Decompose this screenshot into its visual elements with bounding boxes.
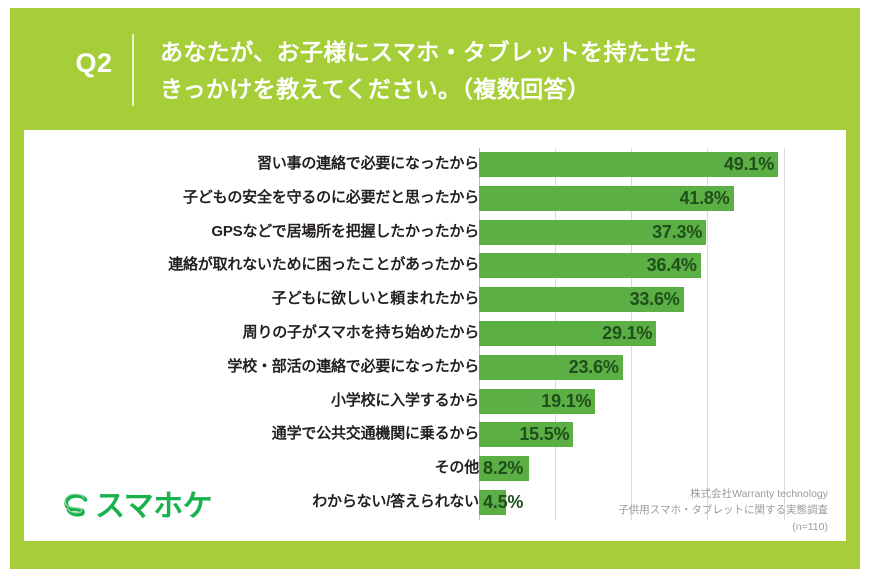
page-title: あなたが、お子様にスマホ・タブレットを持たせた きっかけを教えてください。（複数… <box>160 34 820 109</box>
survey-poster: Q2 あなたが、お子様にスマホ・タブレットを持たせた きっかけを教えてください。… <box>10 8 860 569</box>
bar <box>479 490 507 515</box>
bar-value-label: 29.1% <box>602 323 653 343</box>
bar-category-label: 周りの子がスマホを持ち始めたから <box>242 324 480 341</box>
chart-row: 子どもの安全を守るのに必要だと思ったから 41.8% <box>24 182 846 214</box>
horizontal-bar-chart: 習い事の連絡で必要になったから 49.1% 子どもの安全を守るのに必要だと思ったから… <box>24 130 846 541</box>
chart-row: GPSなどで居場所を把握したかったから 37.3% <box>24 216 846 248</box>
source-footnote: 株式会社Warranty technology 子供用スマホ・タブレットに関する… <box>618 486 828 535</box>
footnote-sample-size: (n=110) <box>792 520 828 533</box>
bar <box>479 354 623 380</box>
bar-value-label: 15.5% <box>519 424 570 445</box>
chart-row: 子どもに欲しいと頼まれたから 33.6% <box>24 283 846 315</box>
bar-value-label: 37.3% <box>652 221 703 242</box>
brand-logo: スマホケ <box>62 487 213 527</box>
page-title-line-1: あなたが、お子様にスマホ・タブレットを持たせた <box>160 39 698 65</box>
bar-value-label: 33.6% <box>629 289 680 310</box>
header-divider <box>132 34 134 106</box>
bar <box>479 253 701 279</box>
bar <box>479 456 529 482</box>
chart-row: 通学で公共交通機関に乗るから 15.5% <box>24 418 846 450</box>
bar-value-label: 23.6% <box>568 356 619 377</box>
bar-category-label: 習い事の連絡で必要になったから <box>256 155 479 172</box>
bar <box>479 422 574 448</box>
chart-row: 小学校に入学するから 19.1% <box>24 385 846 417</box>
page-title-line-2: きっかけを教えてください。（複数回答） <box>160 76 591 103</box>
chart-row: 連絡が取れないために困ったことがあったから 36.4% <box>24 249 846 281</box>
footnote-company: 株式会社Warranty technology <box>690 488 828 501</box>
bar-value-label: 41.8% <box>679 187 730 208</box>
bar-category-label: 連絡が取れないために困ったことがあったから <box>168 256 479 274</box>
chart-row: 周りの子がスマホを持ち始めたから 29.1% <box>24 317 846 349</box>
bar-value-label: 4.5% <box>483 492 524 512</box>
bar-value-label: 8.2% <box>483 458 524 479</box>
bar-category-label: 子どもに欲しいと頼まれたから <box>271 290 479 308</box>
question-number: Q2 <box>75 48 113 78</box>
gridline-37.5 <box>707 148 709 520</box>
s-mark-icon <box>64 493 88 517</box>
bar <box>479 287 684 313</box>
bar <box>479 152 779 177</box>
bar-category-label: 小学校に入学するから <box>330 391 479 409</box>
brand-logo-text: スマホケ <box>95 490 213 523</box>
bar-value-label: 49.1% <box>723 154 775 174</box>
chart-row: 習い事の連絡で必要になったから 49.1% <box>24 148 846 180</box>
bar <box>479 321 657 346</box>
chart-row: 学校・部活の連絡で必要になったから 23.6% <box>24 351 846 383</box>
chart-row: わからない/答えられない 4.5% <box>24 486 846 518</box>
bar-category-label: 学校・部活の連絡で必要になったから <box>227 357 479 375</box>
bar-category-label: GPSなどで居場所を把握したかったから <box>211 222 479 240</box>
bar <box>479 185 734 211</box>
poster-header: Q2 あなたが、お子様にスマホ・タブレットを持たせた きっかけを教えてください。… <box>10 8 860 130</box>
bar <box>479 388 596 414</box>
bar <box>479 219 707 245</box>
bar-value-label: 36.4% <box>646 255 697 276</box>
bar-category-label: わからない/答えられない <box>312 493 479 510</box>
chart-row: その他 8.2% <box>24 452 846 484</box>
bar-category-label: 子どもの安全を守るのに必要だと思ったから <box>182 188 479 206</box>
gridline-50 <box>783 148 785 520</box>
bar-value-label: 19.1% <box>541 390 592 411</box>
bar-category-label: 通学で公共交通機関に乗るから <box>271 425 479 443</box>
footnote-survey: 子供用スマホ・タブレットに関する実態調査 <box>618 504 828 517</box>
chart-card: 習い事の連絡で必要になったから 49.1% 子どもの安全を守るのに必要だと思ったから… <box>24 130 846 541</box>
bar-category-label: その他 <box>434 459 480 477</box>
